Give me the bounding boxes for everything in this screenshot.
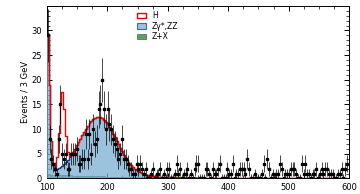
Y-axis label: Events / 3 GeV: Events / 3 GeV — [21, 61, 30, 123]
Legend: H, Zγ*,ZZ, Z+X: H, Zγ*,ZZ, Z+X — [135, 10, 180, 43]
